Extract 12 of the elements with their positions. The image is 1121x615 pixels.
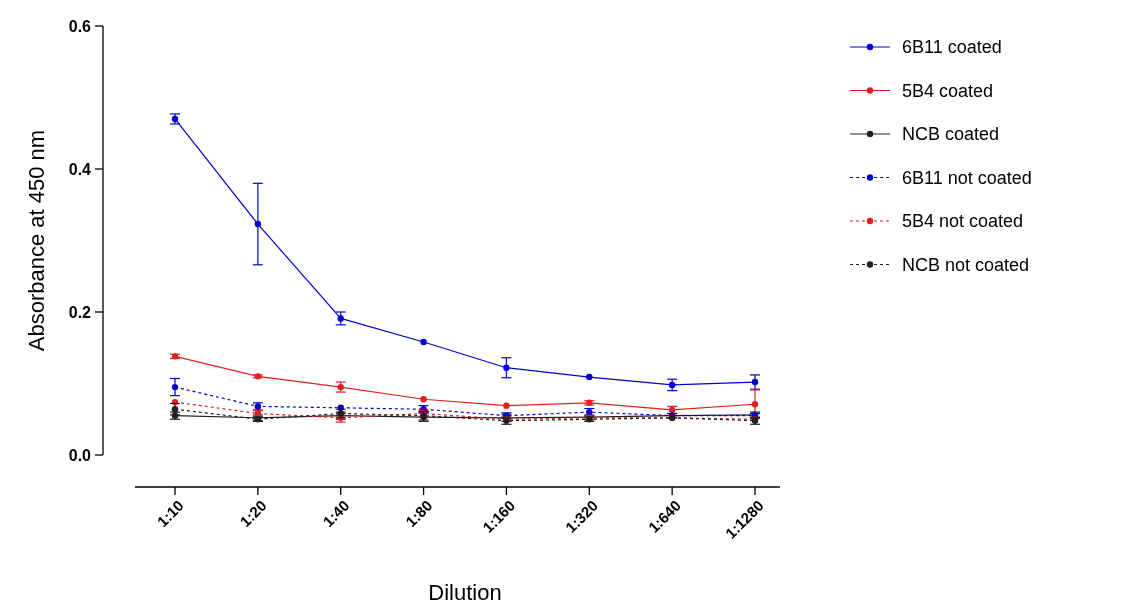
- y-tick-label: 0.4: [68, 160, 92, 178]
- legend-label: NCB not coated: [902, 254, 1030, 275]
- y-tick-label: 0.6: [68, 17, 92, 35]
- legend-label: 5B4 coated: [902, 80, 994, 101]
- x-axis-title: Dilution: [428, 580, 502, 605]
- legend-label: 6B11 not coated: [902, 167, 1032, 188]
- y-tick-label: 0.2: [68, 303, 92, 321]
- y-tick-label: 0.0: [68, 446, 92, 464]
- legend-label: NCB coated: [902, 124, 1000, 145]
- legend-label: 6B11 coated: [902, 37, 1002, 58]
- legend-label: 5B4 not coated: [902, 211, 1024, 232]
- y-axis-title: Absorbance at 450 nm: [24, 129, 49, 352]
